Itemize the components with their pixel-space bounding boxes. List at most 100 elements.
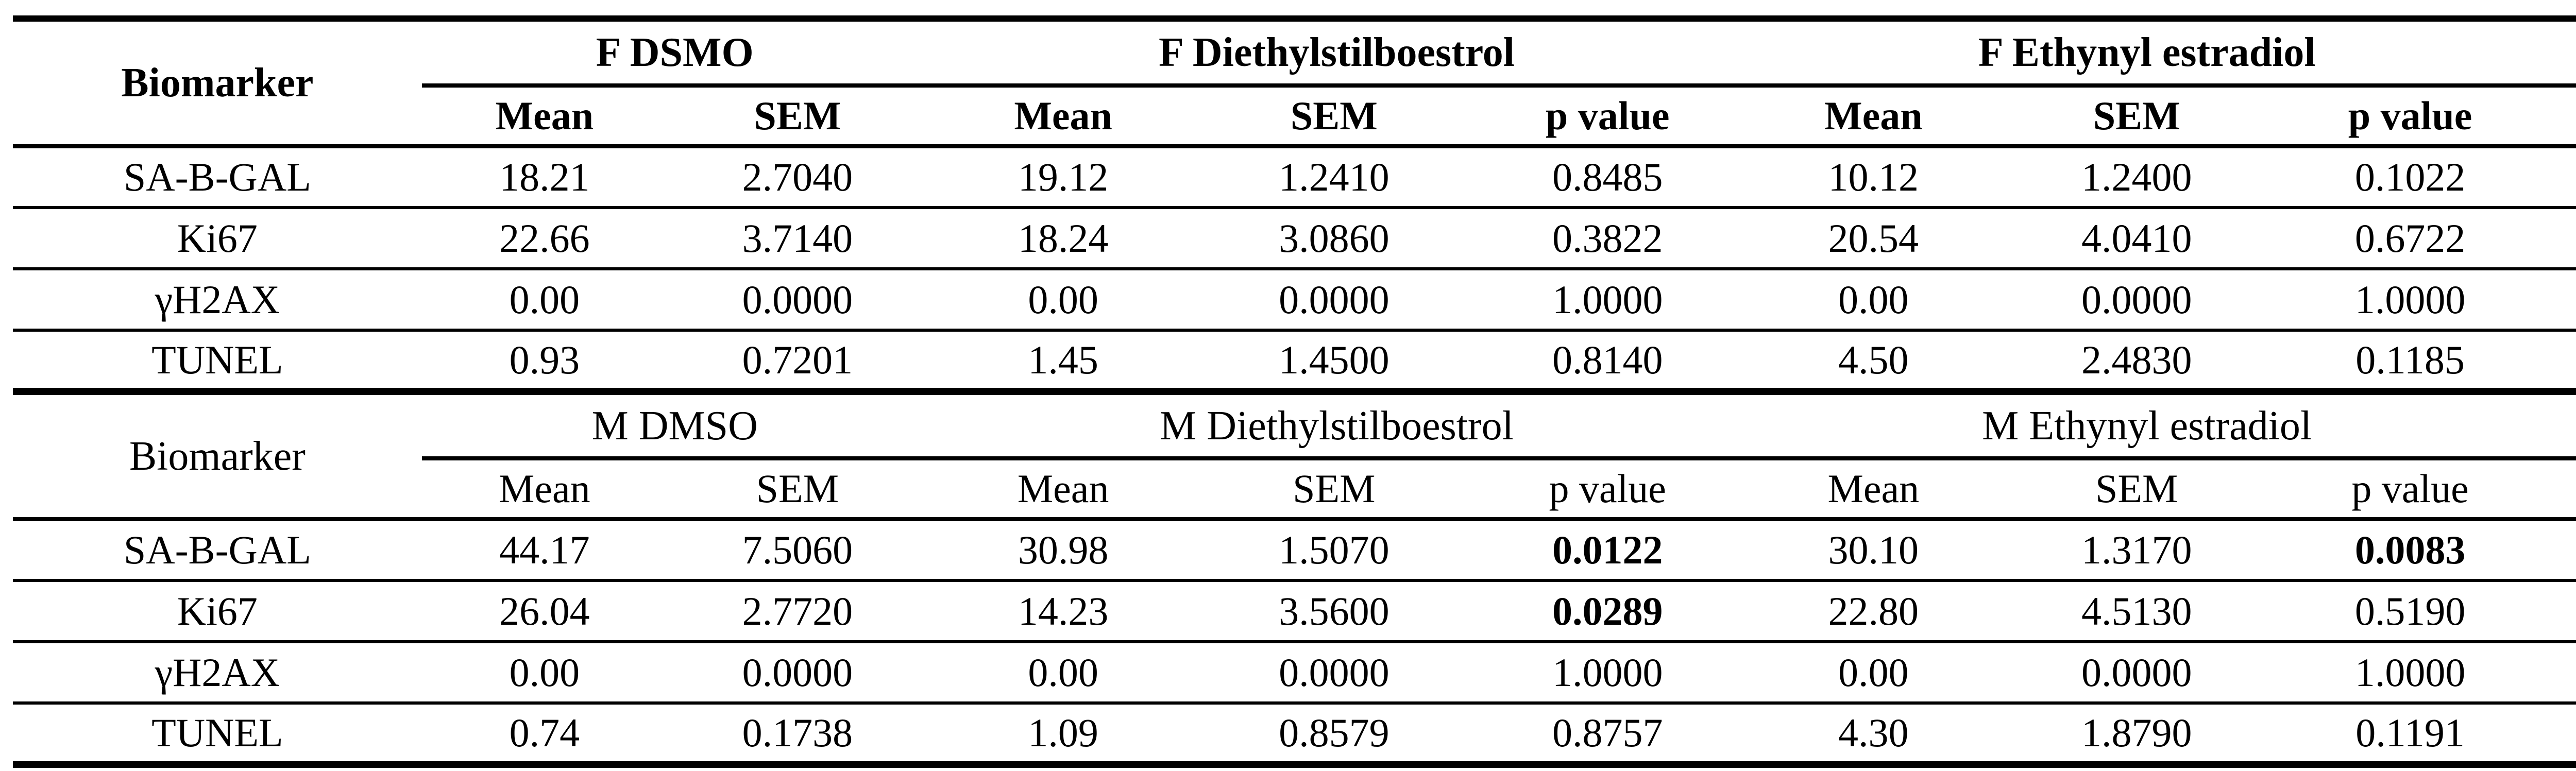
value-cell: 30.98 — [927, 519, 1199, 582]
value-cell: 1.0000 — [2272, 269, 2549, 332]
subcolumn-header: Mean — [927, 85, 1199, 148]
value-cell: 0.0289 — [1469, 580, 1746, 643]
value-cell: 0.0083 — [2272, 519, 2549, 582]
value-cell: 4.50 — [1745, 330, 2002, 395]
value-cell: 27.66 — [2548, 208, 2576, 270]
value-cell: 4.0410 — [2001, 208, 2273, 270]
value-cell: 3.7140 — [667, 208, 928, 270]
value-cell: 0.0000 — [667, 269, 928, 332]
value-cell: 1.2400 — [2001, 146, 2273, 209]
treatment-group-header: F Diethylstilboestrol — [927, 19, 1746, 88]
value-cell: 1.0000 — [1469, 269, 1746, 332]
treatment-group-header: M Diethylstilboestrol — [927, 391, 1746, 460]
value-cell: 0.00 — [1745, 642, 2002, 705]
biomarker-label: γH2AX — [13, 642, 422, 705]
value-cell: 0.00 — [2548, 269, 2576, 332]
treatment-group-header: F Levonorgestrel — [2548, 19, 2576, 88]
subcolumn-header: Mean — [1745, 458, 2002, 521]
value-cell: 21.54 — [2548, 519, 2576, 582]
treatment-group-header: F DSMO — [421, 19, 928, 88]
value-cell: 0.0122 — [1469, 519, 1746, 582]
value-cell: 0.8579 — [1279, 710, 1389, 755]
value-cell: 1.2410 — [1198, 146, 1470, 209]
value-cell: 18.21 — [421, 146, 667, 209]
biomarker-label: Ki67 — [13, 580, 422, 643]
subcolumn-header: SEM — [2001, 85, 2273, 148]
value-cell: 0.6722 — [2272, 208, 2549, 270]
value-cell: 0.00 — [927, 269, 1199, 332]
biomarker-label: Ki67 — [13, 208, 422, 270]
value-cell: 3.5600 — [1198, 580, 1470, 643]
subcolumn-header: Mean — [927, 458, 1199, 521]
table-row: TUNEL 0.93 0.7201 1.45 1.4500 0.8140 4.50 2.483… — [13, 330, 2576, 395]
value-cell: 0.0000 — [2001, 642, 2273, 705]
value-cell: 7.5060 — [667, 519, 928, 582]
value-cell: 0.74 — [509, 710, 580, 755]
group-header-row-male: Biomarker M DMSO M Diethylstilboestrol M Et… — [13, 391, 2576, 521]
value-cell: 0.00 — [421, 269, 667, 332]
subcolumn-header: Mean — [421, 85, 667, 148]
biomarker-statistics-table: Biomarker F DSMO F Diethylstilboestrol F Et… — [13, 15, 2576, 768]
value-cell: 0.5190 — [2272, 580, 2549, 643]
value-cell: 1.09 — [1028, 710, 1098, 755]
biomarker-label: TUNEL — [13, 330, 422, 395]
value-cell: 0.00 — [1745, 269, 2002, 332]
subcolumn-header: p value — [2272, 85, 2549, 148]
value-cell: 0.3822 — [1469, 208, 1746, 270]
biomarker-label: γH2AX — [13, 269, 422, 332]
subcolumn-header: Mean — [2548, 85, 2576, 148]
value-cell: 22.80 — [1745, 580, 2002, 643]
treatment-group-header: F Ethynyl estradiol — [1745, 19, 2549, 88]
value-cell: 1.0000 — [1469, 642, 1746, 705]
subcolumn-header: p value — [2272, 458, 2549, 521]
value-cell: 4.5130 — [2001, 580, 2273, 643]
value-cell: 0.7201 — [667, 330, 928, 395]
table-row: SA-B-GAL 18.21 2.7040 19.12 1.2410 0.8485 10.1… — [13, 146, 2576, 209]
subcolumn-header: SEM — [1198, 458, 1470, 521]
value-cell: 17.68 — [2548, 146, 2576, 209]
value-cell: 4.30 — [1838, 710, 1909, 755]
biomarker-label: SA-B-GAL — [13, 146, 422, 209]
value-cell: 1.23 — [2548, 703, 2576, 764]
value-cell: 0.8140 — [1469, 330, 1746, 395]
value-cell: 2.7040 — [667, 146, 928, 209]
value-cell: 1.3170 — [2001, 519, 2273, 582]
value-cell: 44.17 — [421, 519, 667, 582]
value-cell: 30.10 — [1745, 519, 2002, 582]
value-cell: 22.66 — [421, 208, 667, 270]
table-row: TUNEL 0.74 0.1738 1.09 0.8579 0.8757 4.30 1.879… — [13, 703, 2576, 764]
value-cell: 26.52 — [2548, 580, 2576, 643]
value-cell: 26.04 — [421, 580, 667, 643]
table-row: Ki67 26.04 2.7720 14.23 3.5600 0.0289 22.80 4.5… — [13, 580, 2576, 643]
table-row: γH2AX 0.00 0.0000 0.00 0.0000 1.0000 0.00 0.000… — [13, 642, 2576, 705]
value-cell: 19.12 — [927, 146, 1199, 209]
value-cell: 0.0000 — [1198, 642, 1470, 705]
value-cell: 1.0000 — [2272, 642, 2549, 705]
value-cell: 0.0000 — [667, 642, 928, 705]
subcolumn-header: SEM — [2001, 458, 2273, 521]
value-cell: 20.54 — [1745, 208, 2002, 270]
value-cell: 0.8757 — [1552, 710, 1663, 755]
value-cell: 1.4500 — [1198, 330, 1470, 395]
value-cell: 0.1185 — [2272, 330, 2549, 395]
value-cell: 0.8485 — [1469, 146, 1746, 209]
value-cell: 1.5070 — [1198, 519, 1470, 582]
value-cell: 3.0860 — [1198, 208, 1470, 270]
subcolumn-header: SEM — [667, 85, 928, 148]
value-cell: 2.4830 — [2001, 330, 2273, 395]
subcolumn-header: SEM — [1198, 85, 1470, 148]
treatment-group-header: M DMSO — [421, 391, 928, 460]
treatment-group-header: M Ethynyl estradiol — [1745, 391, 2549, 460]
value-cell: 2.93 — [2548, 330, 2576, 395]
subcolumn-header: Mean — [2548, 458, 2576, 521]
value-cell: 10.12 — [1745, 146, 2002, 209]
table-section-male: Biomarker M DMSO M Diethylstilboestrol M Et… — [13, 391, 2576, 764]
value-cell: 0.1022 — [2272, 146, 2549, 209]
biomarker-column-header-male: Biomarker — [13, 391, 422, 521]
subcolumn-header: p value — [1469, 458, 1746, 521]
value-cell: 0.00 — [421, 642, 667, 705]
value-cell: 1.45 — [927, 330, 1199, 395]
subcolumn-header: Mean — [1745, 85, 2002, 148]
